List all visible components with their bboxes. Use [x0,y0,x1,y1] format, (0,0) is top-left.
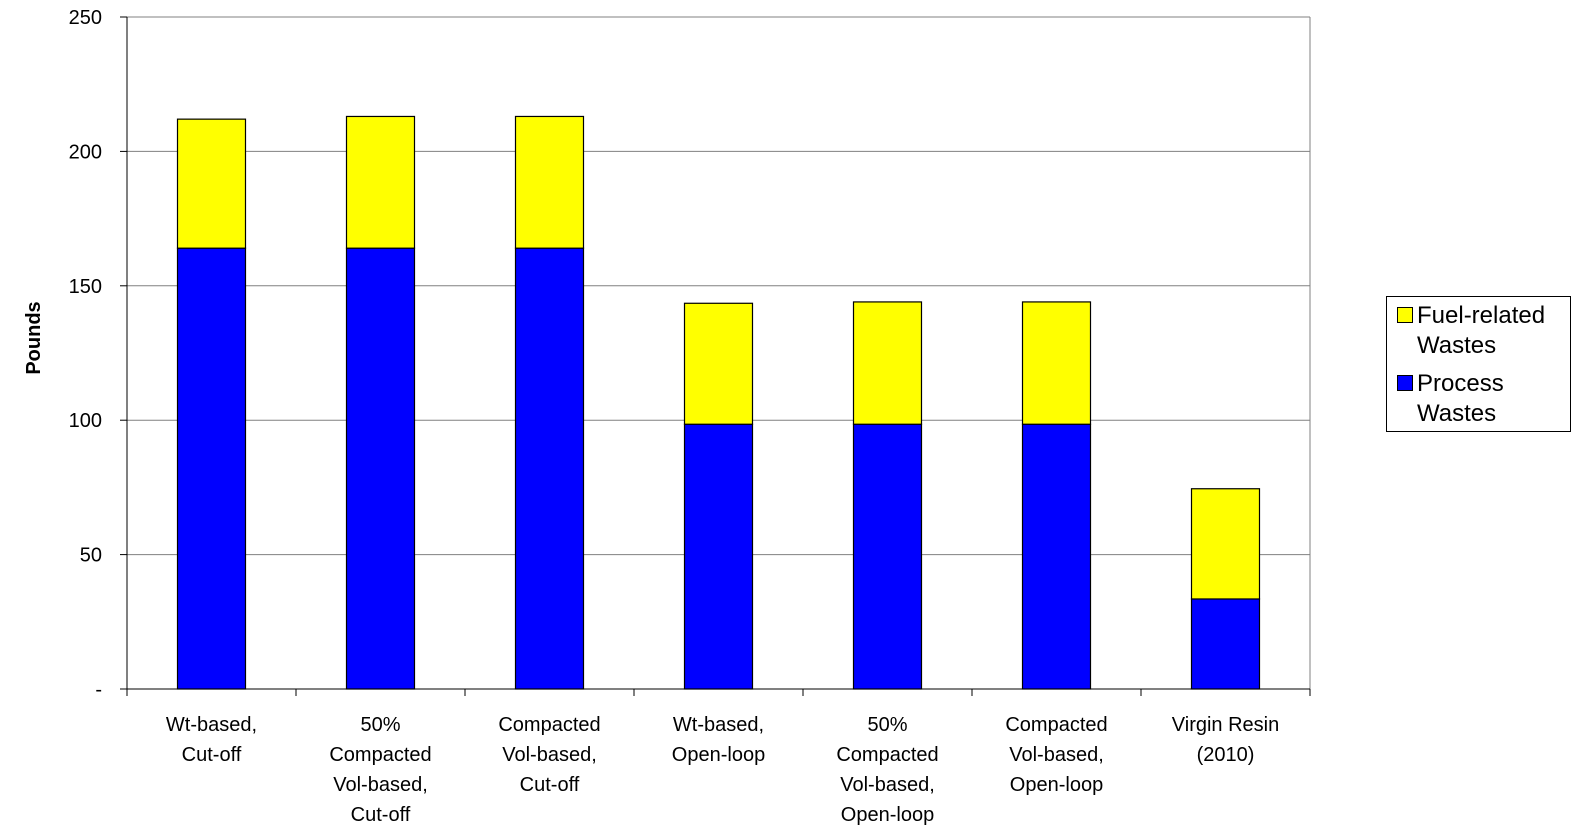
x-category-label-2-line-0: Compacted [498,714,600,736]
bar-process-wastes-0 [176,247,247,690]
y-tick-label-150: 150 [69,276,102,298]
y-tick-label-250: 250 [69,7,102,29]
bar-fuel-related-wastes-3 [683,302,754,425]
axes [120,16,1311,696]
bar-fuel-related-wastes-5 [1021,301,1092,425]
x-category-label-4-line-0: 50% [867,714,907,736]
x-category-label-0-line-1: Cut-off [182,744,242,766]
bar-process-wastes-5 [1021,423,1092,690]
x-category-label-5-line-1: Vol-based, [1009,744,1104,766]
y-tick-label-50: 50 [80,545,102,567]
legend-item-fuel-related-wastes: Fuel-related Wastes [1397,301,1567,361]
bar-process-wastes-4 [852,423,923,690]
x-category-label-3-line-1: Open-loop [672,744,765,766]
legend-swatch-process [1397,375,1413,391]
x-category-label-1-line-3: Cut-off [351,804,411,826]
legend-label-process: Process Wastes [1417,370,1504,427]
legend-label-fuel-related: Fuel-related Wastes [1417,302,1546,359]
legend: Fuel-related Wastes Process Wastes [1386,296,1571,432]
y-tick-labels: - 50 100 150 200 250 [69,7,102,701]
x-category-label-2-line-2: Cut-off [520,774,580,796]
bar-process-wastes-2 [514,247,585,690]
x-category-label-2-line-1: Vol-based, [502,744,597,766]
y-tick-label-100: 100 [69,410,102,432]
x-category-label-4-line-2: Vol-based, [840,774,935,796]
bar-fuel-related-wastes-2 [514,115,585,249]
bar-fuel-related-wastes-6 [1190,488,1261,600]
bar-fuel-related-wastes-0 [176,118,247,249]
legend-swatch-fuel-related [1397,307,1413,323]
x-category-label-1-line-0: 50% [360,714,400,736]
bar-process-wastes-3 [683,423,754,690]
bar-process-wastes-1 [345,247,416,690]
bar-fuel-related-wastes-1 [345,115,416,249]
y-tick-label-0: - [95,679,102,701]
bars [176,115,1261,690]
x-category-label-4-line-3: Open-loop [841,804,934,826]
x-category-label-4-line-1: Compacted [836,744,938,766]
y-tick-label-200: 200 [69,141,102,163]
x-category-label-5-line-2: Open-loop [1010,774,1103,796]
x-category-label-5-line-0: Compacted [1005,714,1107,736]
x-category-label-3-line-0: Wt-based, [673,714,764,736]
bar-fuel-related-wastes-4 [852,301,923,425]
y-axis-label: Pounds [23,301,45,374]
x-category-label-1-line-1: Compacted [329,744,431,766]
x-category-label-6-line-0: Virgin Resin [1172,714,1279,736]
x-category-label-1-line-2: Vol-based, [333,774,428,796]
x-category-label-6-line-1: (2010) [1197,744,1255,766]
x-category-labels: Wt-based, Cut-off 50% Compacted Vol-based, Cu… [166,714,1279,826]
x-category-label-0-line-0: Wt-based, [166,714,257,736]
bar-process-wastes-6 [1190,598,1261,690]
legend-item-process-wastes: Process Wastes [1397,369,1567,429]
